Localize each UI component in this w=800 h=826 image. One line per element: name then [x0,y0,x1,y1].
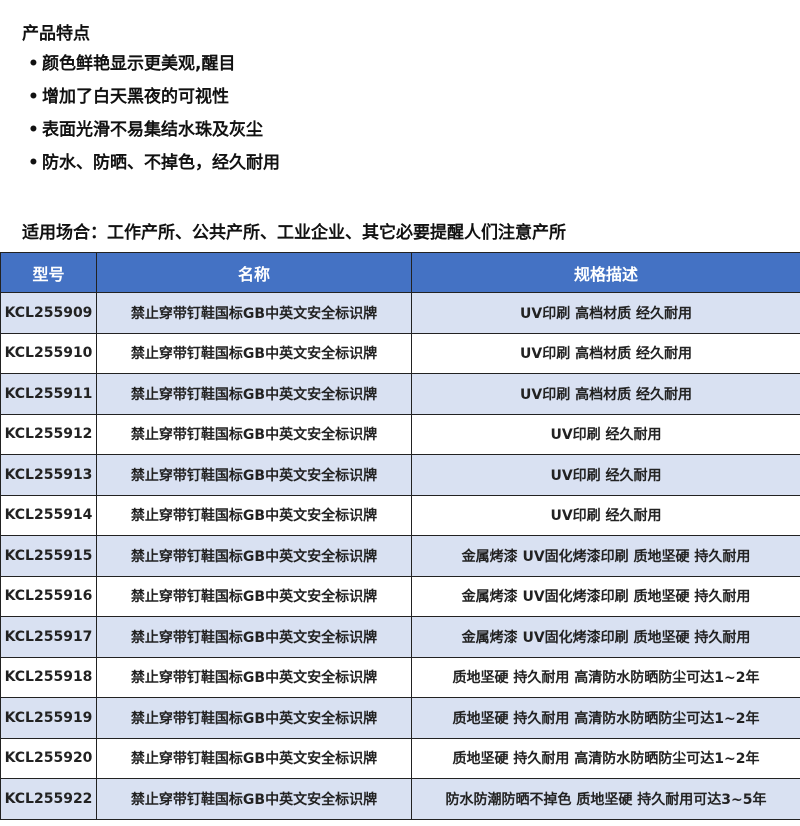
table-row: KCL255922 禁止穿带钉鞋国标GB中英文安全标识牌 防水防潮防晒不掉色 质地坚… [0,778,800,820]
cell-name: 禁止穿带钉鞋国标GB中英文安全标识牌 [96,373,412,415]
cell-name: 禁止穿带钉鞋国标GB中英文安全标识牌 [96,292,412,334]
features-list: • 颜色鲜艳显示更美观,醒目 • 增加了白天黑夜的可视性 • 表面光滑不易集结水珠及灰尘 •… [22,48,280,180]
cell-name: 禁止穿带钉鞋国标GB中英文安全标识牌 [96,737,412,779]
table-row: KCL255917 禁止穿带钉鞋国标GB中英文安全标识牌 金属烤漆 UV固化烤漆印刷… [0,616,800,658]
cell-model: KCL255918 [0,656,97,698]
cell-model: KCL255909 [0,292,97,334]
cell-name: 禁止穿带钉鞋国标GB中英文安全标识牌 [96,535,412,577]
cell-name: 禁止穿带钉鞋国标GB中英文安全标识牌 [96,616,412,658]
bullet-icon: • [28,120,39,140]
product-table: 型号 名称 规格描述 KCL255909 禁止穿带钉鞋国标GB中英文安全标识牌 UV… [0,252,800,820]
cell-spec: 防水防潮防晒不掉色 质地坚硬 持久耐用可达3~5年 [411,778,800,820]
feature-item: • 防水、防晒、不掉色，经久耐用 [22,147,280,180]
cell-name: 禁止穿带钉鞋国标GB中英文安全标识牌 [96,575,412,617]
bullet-icon: • [28,54,39,74]
feature-text: 表面光滑不易集结水珠及灰尘 [42,120,263,140]
cell-model: KCL255916 [0,575,97,617]
feature-item: • 增加了白天黑夜的可视性 [22,81,280,114]
feature-item: • 颜色鲜艳显示更美观,醒目 [22,48,280,81]
cell-name: 禁止穿带钉鞋国标GB中英文安全标识牌 [96,413,412,455]
cell-name: 禁止穿带钉鞋国标GB中英文安全标识牌 [96,454,412,496]
cell-model: KCL255915 [0,535,97,577]
bullet-icon: • [28,87,39,107]
cell-model: KCL255919 [0,697,97,739]
feature-text: 颜色鲜艳显示更美观,醒目 [42,54,236,74]
cell-model: KCL255912 [0,413,97,455]
table-row: KCL255920 禁止穿带钉鞋国标GB中英文安全标识牌 质地坚硬 持久耐用 高清防… [0,737,800,779]
cell-model: KCL255922 [0,778,97,820]
cell-spec: UV印刷 经久耐用 [411,454,800,496]
cell-name: 禁止穿带钉鞋国标GB中英文安全标识牌 [96,656,412,698]
cell-spec: 质地坚硬 持久耐用 高清防水防晒防尘可达1~2年 [411,697,800,739]
table-row: KCL255915 禁止穿带钉鞋国标GB中英文安全标识牌 金属烤漆 UV固化烤漆印刷… [0,535,800,577]
cell-spec: UV印刷 经久耐用 [411,413,800,455]
cell-spec: UV印刷 高档材质 经久耐用 [411,373,800,415]
table-row: KCL255910 禁止穿带钉鞋国标GB中英文安全标识牌 UV印刷 高档材质 经久耐… [0,332,800,374]
cell-name: 禁止穿带钉鞋国标GB中英文安全标识牌 [96,778,412,820]
bullet-icon: • [28,153,39,173]
features-section: 产品特点 • 颜色鲜艳显示更美观,醒目 • 增加了白天黑夜的可视性 • 表面光滑不易集结水… [22,20,280,180]
cell-model: KCL255913 [0,454,97,496]
column-header-spec: 规格描述 [411,252,800,293]
table-row: KCL255919 禁止穿带钉鞋国标GB中英文安全标识牌 质地坚硬 持久耐用 高清防… [0,697,800,739]
cell-name: 禁止穿带钉鞋国标GB中英文安全标识牌 [96,332,412,374]
cell-spec: UV印刷 高档材质 经久耐用 [411,332,800,374]
cell-model: KCL255917 [0,616,97,658]
cell-model: KCL255920 [0,737,97,779]
column-header-model: 型号 [0,252,97,293]
cell-spec: 质地坚硬 持久耐用 高清防水防晒防尘可达1~2年 [411,656,800,698]
table-row: KCL255918 禁止穿带钉鞋国标GB中英文安全标识牌 质地坚硬 持久耐用 高清防… [0,656,800,698]
table-row: KCL255909 禁止穿带钉鞋国标GB中英文安全标识牌 UV印刷 高档材质 经久耐… [0,292,800,334]
cell-spec: UV印刷 经久耐用 [411,494,800,536]
feature-item: • 表面光滑不易集结水珠及灰尘 [22,114,280,147]
table-row: KCL255911 禁止穿带钉鞋国标GB中英文安全标识牌 UV印刷 高档材质 经久耐… [0,373,800,415]
cell-spec: 金属烤漆 UV固化烤漆印刷 质地坚硬 持久耐用 [411,535,800,577]
cell-spec: UV印刷 高档材质 经久耐用 [411,292,800,334]
table-header-row: 型号 名称 规格描述 [0,252,800,293]
cell-model: KCL255910 [0,332,97,374]
feature-text: 防水、防晒、不掉色，经久耐用 [42,153,280,173]
cell-spec: 金属烤漆 UV固化烤漆印刷 质地坚硬 持久耐用 [411,575,800,617]
cell-model: KCL255911 [0,373,97,415]
usage-text: 适用场合：工作产所、公共产所、工业企业、其它必要提醒人们注意产所 [22,223,566,243]
cell-spec: 金属烤漆 UV固化烤漆印刷 质地坚硬 持久耐用 [411,616,800,658]
table-row: KCL255912 禁止穿带钉鞋国标GB中英文安全标识牌 UV印刷 经久耐用 [0,413,800,455]
feature-text: 增加了白天黑夜的可视性 [42,87,229,107]
column-header-name: 名称 [96,252,412,293]
table-row: KCL255914 禁止穿带钉鞋国标GB中英文安全标识牌 UV印刷 经久耐用 [0,494,800,536]
cell-name: 禁止穿带钉鞋国标GB中英文安全标识牌 [96,494,412,536]
cell-name: 禁止穿带钉鞋国标GB中英文安全标识牌 [96,697,412,739]
table-row: KCL255916 禁止穿带钉鞋国标GB中英文安全标识牌 金属烤漆 UV固化烤漆印刷… [0,575,800,617]
cell-spec: 质地坚硬 持久耐用 高清防水防晒防尘可达1~2年 [411,737,800,779]
cell-model: KCL255914 [0,494,97,536]
features-title: 产品特点 [22,24,90,44]
table-row: KCL255913 禁止穿带钉鞋国标GB中英文安全标识牌 UV印刷 经久耐用 [0,454,800,496]
